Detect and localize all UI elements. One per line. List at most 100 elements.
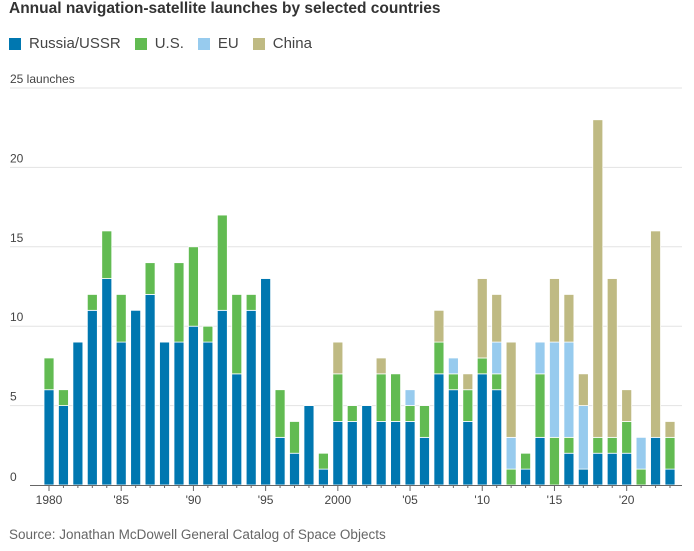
legend-label-russia: Russia/USSR xyxy=(29,35,121,52)
bar-segment-russiaussr-2020 xyxy=(621,452,633,486)
bar-segment-us-1996 xyxy=(274,389,286,438)
bar-segment-china-2012 xyxy=(505,341,517,438)
bar-segment-us-2009 xyxy=(462,389,474,422)
bar-segment-russiaussr-2006 xyxy=(419,436,430,486)
legend-swatch-china xyxy=(252,37,265,50)
legend-label-eu: EU xyxy=(217,35,239,52)
legend-item-china: China xyxy=(252,35,312,52)
bar-segment-us-2010 xyxy=(476,357,488,375)
y-tick-label: 20 xyxy=(10,151,24,165)
bar-segment-us-2011 xyxy=(491,373,503,391)
bar-segment-russiaussr-1982 xyxy=(72,341,84,486)
bar-segment-us-1992 xyxy=(216,214,228,311)
bar-segment-us-2001 xyxy=(346,405,358,422)
bar-segment-us-2005 xyxy=(404,405,416,422)
bar-segment-russiaussr-1984 xyxy=(101,278,113,486)
bar-segment-us-1999 xyxy=(317,452,329,470)
bar-segment-russiaussr-2001 xyxy=(346,421,358,486)
bar-segment-russiaussr-2018 xyxy=(592,452,604,486)
x-tick-label: '95 xyxy=(258,493,274,507)
bar-segment-us-2000 xyxy=(332,373,344,422)
bar-segment-russiaussr-2009 xyxy=(462,421,474,486)
bar-segment-russiaussr-1981 xyxy=(58,405,69,486)
bar-segment-eu-2011 xyxy=(491,341,503,375)
bar-segment-russiaussr-1987 xyxy=(144,294,156,486)
y-tick-label: 25 launches xyxy=(10,72,75,86)
y-tick-label: 0 xyxy=(10,470,17,484)
x-tick-label: 1980 xyxy=(36,493,63,507)
bar-segment-russiaussr-2010 xyxy=(476,373,488,486)
bar-segment-us-2015 xyxy=(549,436,560,486)
legend-label-china: China xyxy=(272,35,312,52)
source-note: Source: Jonathan McDowell General Catalo… xyxy=(9,527,386,542)
chart-title: Annual navigation-satellite launches by … xyxy=(9,0,441,17)
bar-segment-china-2018 xyxy=(592,119,604,438)
bar-segment-russiaussr-1985 xyxy=(115,341,127,486)
bar-segment-russiaussr-2007 xyxy=(433,373,445,486)
bar-segment-china-2011 xyxy=(491,294,503,343)
bar-segment-us-1984 xyxy=(101,230,113,279)
bar-segment-us-2016 xyxy=(563,436,575,454)
bar-segment-us-1994 xyxy=(245,294,257,311)
bar-segment-russiaussr-1983 xyxy=(86,309,98,486)
bar-segment-russiaussr-1999 xyxy=(317,468,329,486)
y-tick-label: 15 xyxy=(10,231,24,245)
legend-swatch-russia xyxy=(9,37,21,50)
bar-segment-russiaussr-1988 xyxy=(159,341,170,486)
bar-segment-us-2003 xyxy=(375,373,387,422)
bar-segment-us-1987 xyxy=(144,262,156,295)
bar-segment-us-2006 xyxy=(419,405,430,438)
bar-segment-russiaussr-2022 xyxy=(650,436,661,486)
legend-item-us: U.S. xyxy=(134,35,184,52)
bar-segment-russiaussr-1994 xyxy=(245,309,257,486)
bar-segment-us-2008 xyxy=(447,373,459,391)
bar-segment-eu-2017 xyxy=(577,405,589,470)
bar-segment-us-1989 xyxy=(173,262,185,343)
bar-segment-russiaussr-2000 xyxy=(332,421,344,486)
bar-segment-russiaussr-1996 xyxy=(274,436,286,486)
x-tick-label: '20 xyxy=(619,493,635,507)
bar-segment-china-2009 xyxy=(462,373,474,391)
y-tick-label: 10 xyxy=(10,310,24,324)
bar-segment-us-2004 xyxy=(390,373,402,422)
bar-segment-eu-2008 xyxy=(447,357,459,375)
bar-segment-us-2021 xyxy=(635,468,647,486)
legend-swatch-eu xyxy=(197,37,210,50)
x-tick-label: '10 xyxy=(474,493,490,507)
bar-segment-us-1990 xyxy=(188,246,199,327)
x-tick-label: '05 xyxy=(402,493,418,507)
bar-segment-russiaussr-1990 xyxy=(188,325,199,486)
bar-segment-russiaussr-1986 xyxy=(130,309,142,486)
bar-segment-us-1997 xyxy=(289,421,300,454)
bar-segment-russiaussr-2011 xyxy=(491,389,503,486)
bar-segment-us-1980 xyxy=(43,357,55,391)
x-tick-label: '85 xyxy=(113,493,129,507)
bar-segment-china-2015 xyxy=(549,278,560,343)
bar-segment-us-2018 xyxy=(592,436,604,454)
bar-segment-russiaussr-2019 xyxy=(606,452,618,486)
bar-segment-russiaussr-1980 xyxy=(43,389,55,486)
bar-segment-russiaussr-1998 xyxy=(303,405,315,486)
legend-swatch-us xyxy=(134,37,147,50)
bar-segment-russiaussr-1992 xyxy=(216,309,228,486)
bar-segment-china-2017 xyxy=(577,373,589,406)
bar-segment-russiaussr-1993 xyxy=(231,373,243,486)
bar-segment-us-2019 xyxy=(606,436,618,454)
bar-segment-us-2014 xyxy=(534,373,546,438)
bar-segment-eu-2015 xyxy=(549,341,560,438)
bar-segment-russiaussr-2023 xyxy=(664,468,676,486)
legend-label-us: U.S. xyxy=(154,35,184,52)
bar-segment-russiaussr-2005 xyxy=(404,421,416,486)
bar-segment-russiaussr-2013 xyxy=(520,468,531,486)
legend-item-russia: Russia/USSR xyxy=(9,35,121,52)
bar-segment-eu-2005 xyxy=(404,389,416,407)
bar-segment-russiaussr-1991 xyxy=(202,341,214,486)
bar-segment-china-2020 xyxy=(621,389,633,422)
bar-segment-eu-2016 xyxy=(563,341,575,438)
bar-segment-russiaussr-2003 xyxy=(375,421,387,486)
bar-segment-us-1993 xyxy=(231,294,243,375)
x-tick-label: '90 xyxy=(186,493,202,507)
bar-segment-us-2013 xyxy=(520,452,531,470)
y-tick-label: 5 xyxy=(10,390,17,404)
bar-segment-china-2019 xyxy=(606,278,618,438)
